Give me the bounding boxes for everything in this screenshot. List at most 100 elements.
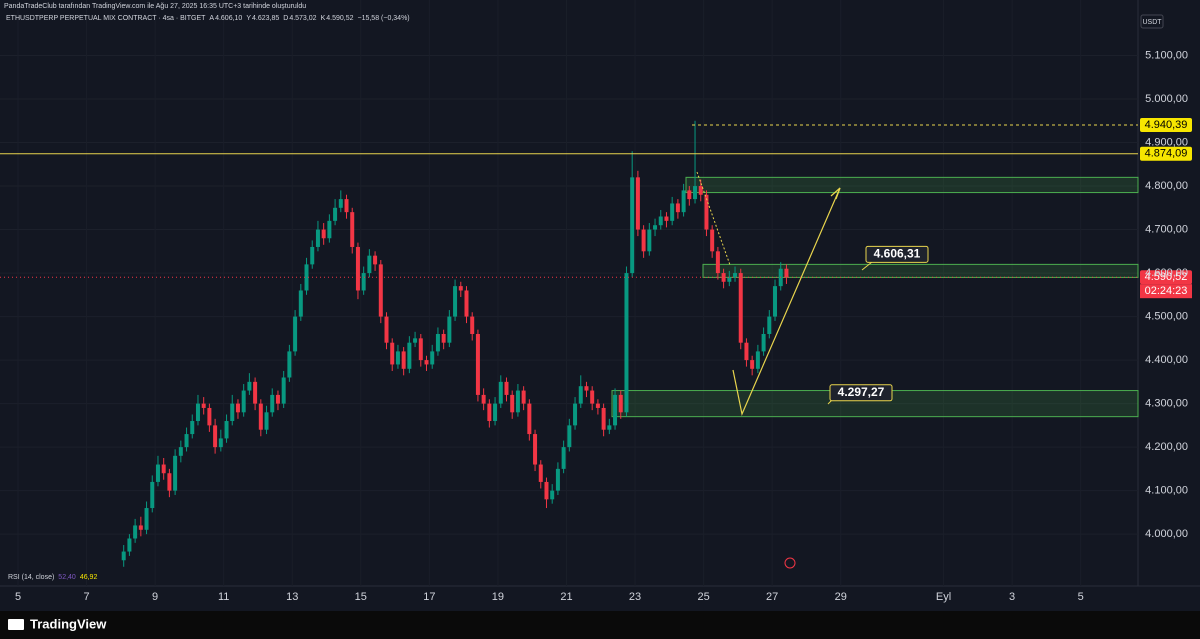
candle-body [613, 394, 618, 426]
candle-body [224, 421, 229, 439]
candle-body [235, 403, 240, 413]
annotation-label: 4.606,31 [874, 246, 921, 260]
candle-body [435, 333, 440, 352]
candles [121, 120, 789, 567]
price-box-label: 4.874,09 [1145, 148, 1188, 160]
header-text: ETHUSDTPERP PERPETUAL MIX CONTRACT · 4sa… [6, 15, 206, 22]
x-tick-label: 21 [560, 591, 572, 603]
candle-body [693, 186, 698, 200]
candle-body [293, 316, 298, 352]
candle-body [338, 199, 343, 208]
candle-body [355, 246, 360, 291]
x-tick-label: 29 [835, 591, 847, 603]
rsi-value: 46,92 [80, 574, 98, 581]
y-tick-label: 4.800,00 [1145, 180, 1188, 192]
header-text: D [283, 15, 288, 22]
candle-body [430, 351, 435, 365]
candle-body [773, 286, 778, 317]
candle-body [441, 333, 446, 343]
x-tick-label: 17 [423, 591, 435, 603]
y-tick-label: 4.600,00 [1145, 267, 1188, 279]
candle-body [641, 229, 646, 252]
candle-body [487, 403, 492, 422]
overlays: 4.940,39 4.874,09 4.590,52 02:24:23 4.606,31… [0, 117, 1192, 402]
annotation-label: 4.297,27 [838, 385, 885, 399]
candle-body [750, 360, 755, 369]
candle-body [281, 377, 286, 404]
candle-body [304, 264, 309, 291]
candle-body [538, 464, 543, 482]
candle-body [624, 273, 629, 413]
candle-body [424, 360, 429, 365]
x-tick-label: 27 [766, 591, 778, 603]
candle-body [550, 490, 555, 500]
price-box [1140, 146, 1192, 161]
candle-body [504, 381, 509, 395]
currency-box [1140, 14, 1164, 29]
projection-path [732, 187, 841, 416]
candle-body [258, 403, 263, 430]
candle-body [207, 407, 212, 426]
y-tick-label: 4.700,00 [1145, 223, 1188, 235]
candle-body [155, 464, 160, 482]
candle-body [573, 403, 578, 426]
y-tick-label: 5.000,00 [1145, 93, 1188, 105]
candle-body [270, 394, 275, 413]
x-tick-label: 5 [1078, 591, 1084, 603]
candle-body [127, 538, 132, 552]
candle-body [595, 403, 600, 408]
candle-body [635, 177, 640, 230]
candle-body [275, 394, 280, 404]
candle-body [247, 381, 252, 391]
x-tick-label: 5 [15, 591, 21, 603]
annotation-connector [861, 261, 873, 271]
candle-body [190, 421, 195, 435]
candle-body [481, 394, 486, 404]
y-tick-label: 4.000,00 [1145, 528, 1188, 540]
candle-body [241, 390, 246, 413]
candle-body [687, 190, 692, 200]
y-tick-label: 4.500,00 [1145, 310, 1188, 322]
zone [685, 176, 1139, 194]
grid [0, 0, 1138, 586]
candle-body [167, 473, 172, 491]
candle-body [298, 290, 303, 317]
candle-body [533, 434, 538, 465]
candle-body [395, 351, 400, 365]
candle-body [784, 268, 789, 278]
candle-body [315, 229, 320, 247]
candle-body [675, 203, 680, 213]
candle-body [350, 212, 355, 247]
candle-body [721, 273, 726, 282]
candle-body [418, 338, 423, 361]
candle-body [561, 447, 566, 469]
candle-body [264, 412, 269, 430]
x-tick-label: 7 [83, 591, 89, 603]
dotted-trend [696, 171, 731, 266]
x-tick-label: 3 [1009, 591, 1015, 603]
candle-body [590, 390, 595, 404]
rsi-value: 52,40 [58, 574, 76, 581]
candle-body [401, 351, 406, 369]
header-text: 4.623,85 [252, 15, 279, 22]
x-tick-label: 23 [629, 591, 641, 603]
candle-body [453, 286, 458, 317]
header-text: 4.590,52 [326, 15, 353, 22]
y-tick-label: 4.300,00 [1145, 398, 1188, 410]
candle-body [413, 338, 418, 343]
price-box [1140, 270, 1192, 285]
countdown: 02:24:23 [1145, 285, 1188, 297]
candle-body [493, 403, 498, 422]
candle-body [744, 342, 749, 361]
candle-body [767, 316, 772, 334]
candle-body [470, 316, 475, 334]
candle-body [361, 273, 366, 291]
candle-body [321, 229, 326, 239]
candle-body [715, 251, 720, 274]
x-tick-label: 9 [152, 591, 158, 603]
y-tick-label: 4.400,00 [1145, 354, 1188, 366]
candle-body [333, 207, 338, 221]
header-text: A [209, 15, 214, 22]
